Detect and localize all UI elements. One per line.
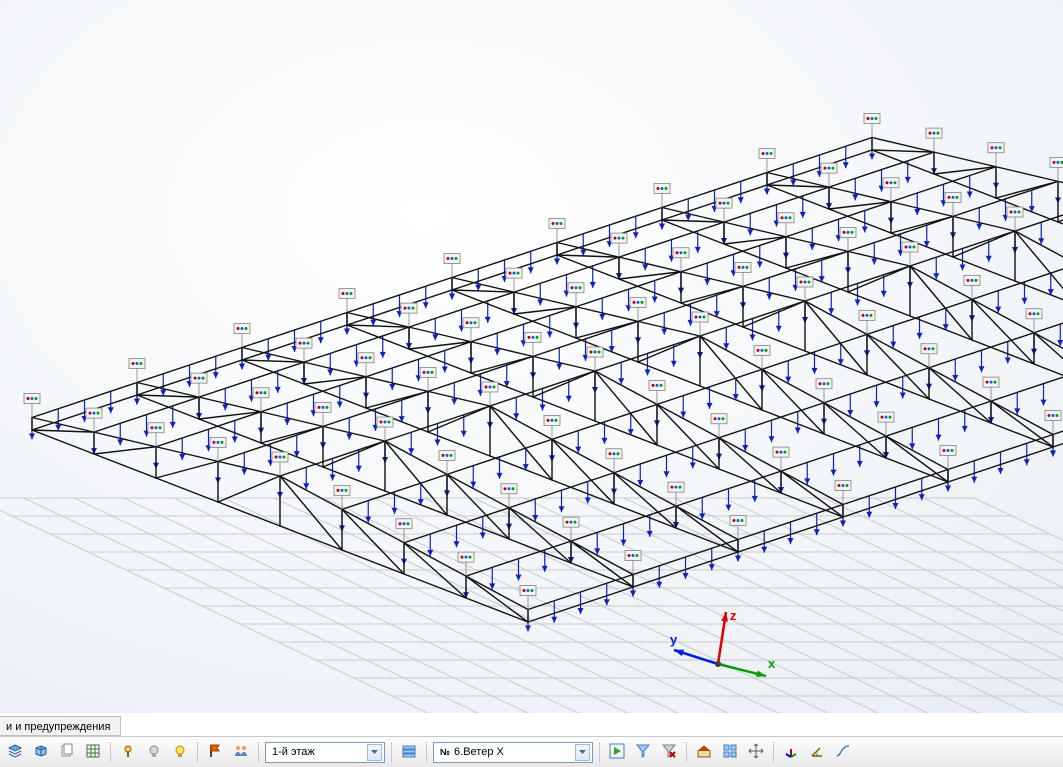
people-icon (233, 743, 249, 762)
curve-button[interactable] (832, 741, 854, 763)
story-selector[interactable]: 1-й этаж (265, 742, 385, 763)
bulb-off-icon (146, 743, 162, 762)
funnel-button[interactable] (632, 741, 654, 763)
model-viewport[interactable]: z x y (0, 0, 1063, 713)
layers-button[interactable] (4, 741, 26, 763)
stack-button[interactable] (398, 741, 420, 763)
toolbar-separator (197, 742, 198, 762)
angle-icon (809, 743, 825, 762)
arrow-play-icon (609, 743, 625, 762)
flag-button[interactable] (204, 741, 226, 763)
move-icon (748, 743, 764, 762)
toolbar-separator (773, 742, 774, 762)
grid4-icon (722, 743, 738, 762)
curve-icon (835, 743, 851, 762)
copy-button[interactable] (56, 741, 78, 763)
flag-icon (207, 743, 223, 762)
angle-button[interactable] (806, 741, 828, 763)
move-button[interactable] (745, 741, 767, 763)
toolbar-separator (426, 742, 427, 762)
copy-icon (59, 743, 75, 762)
load-selector[interactable]: № 6.Ветер X (433, 742, 593, 763)
people-button[interactable] (230, 741, 252, 763)
funnel-x-button[interactable] (658, 741, 680, 763)
svg-text:x: x (768, 656, 776, 671)
stack-icon (401, 743, 417, 762)
axes3-icon (783, 743, 799, 762)
grid-icon (85, 743, 101, 762)
toolbar-separator (599, 742, 600, 762)
svg-text:y: y (670, 632, 678, 647)
layers-icon (7, 743, 23, 762)
toolbar-separator (110, 742, 111, 762)
pin-icon (120, 743, 136, 762)
grid-button[interactable] (82, 741, 104, 763)
arrow-play-button[interactable] (606, 741, 628, 763)
toolbar-separator (686, 742, 687, 762)
toolbar-separator (391, 742, 392, 762)
messages-panel-tab[interactable]: и и предупреждения (0, 716, 121, 736)
pin-button[interactable] (117, 741, 139, 763)
home-icon (696, 743, 712, 762)
bulb-on-icon (172, 743, 188, 762)
funnel-icon (635, 743, 651, 762)
story_selector-value: 1-й этаж (272, 746, 363, 758)
cube-button[interactable] (30, 741, 52, 763)
bulb-off-button[interactable] (143, 741, 165, 763)
load_selector-value: 6.Ветер X (454, 746, 571, 758)
svg-text:z: z (730, 608, 737, 623)
funnel-x-icon (661, 743, 677, 762)
status-toolbar: 1-й этаж № 6.Ветер X (0, 736, 1063, 767)
bulb-on-button[interactable] (169, 741, 191, 763)
load_selector-prefix: № (440, 747, 450, 757)
chevron-down-icon (367, 744, 382, 761)
cube-icon (33, 743, 49, 762)
home-button[interactable] (693, 741, 715, 763)
chevron-down-icon (575, 744, 590, 761)
axes3-button[interactable] (780, 741, 802, 763)
toolbar-separator (258, 742, 259, 762)
messages-panel-title: и и предупреждения (6, 721, 110, 733)
grid4-button[interactable] (719, 741, 741, 763)
